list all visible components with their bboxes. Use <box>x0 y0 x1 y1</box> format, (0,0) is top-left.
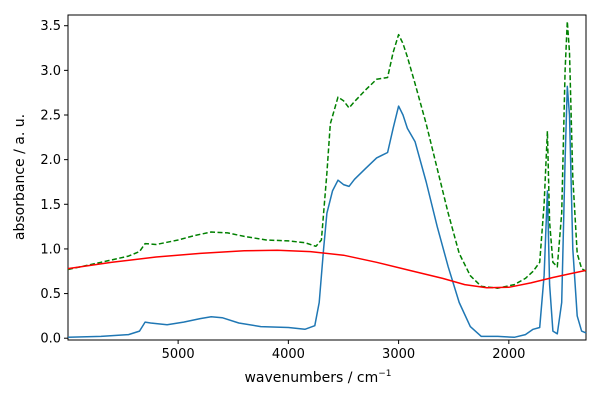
x-tick-label: 4000 <box>272 347 305 362</box>
x-tick-label: 3000 <box>382 347 415 362</box>
x-tick-label: 5000 <box>162 347 195 362</box>
y-tick-label: 3.5 <box>40 19 61 34</box>
series-line-1 <box>67 85 587 339</box>
series-layer <box>67 20 587 339</box>
x-axis-label-superscript: −1 <box>378 369 391 379</box>
x-tick-label: 2000 <box>492 347 525 362</box>
y-tick-label: 2.0 <box>40 153 61 168</box>
y-tick-label: 3.0 <box>40 64 61 79</box>
plot-area <box>67 14 587 341</box>
plot-frame <box>67 14 587 341</box>
y-tick-label: 1.5 <box>40 198 61 213</box>
y-tick-label: 0.5 <box>40 287 61 302</box>
series-line-2 <box>67 20 587 289</box>
x-axis-label-text: wavenumbers / cm <box>244 370 378 386</box>
series-line-3 <box>67 249 587 289</box>
tick-layer: 5000 4000 3000 2000 0.0 0.5 1.0 1.5 2.0 2.5 3.0 3.5 <box>40 19 525 362</box>
x-axis-label: wavenumbers / cm−1 <box>244 369 391 386</box>
y-axis-label: absorbance / a. u. <box>12 114 28 240</box>
y-tick-label: 2.5 <box>40 109 61 124</box>
y-tick-label: 1.0 <box>40 242 61 257</box>
y-tick-label: 0.0 <box>40 332 61 347</box>
